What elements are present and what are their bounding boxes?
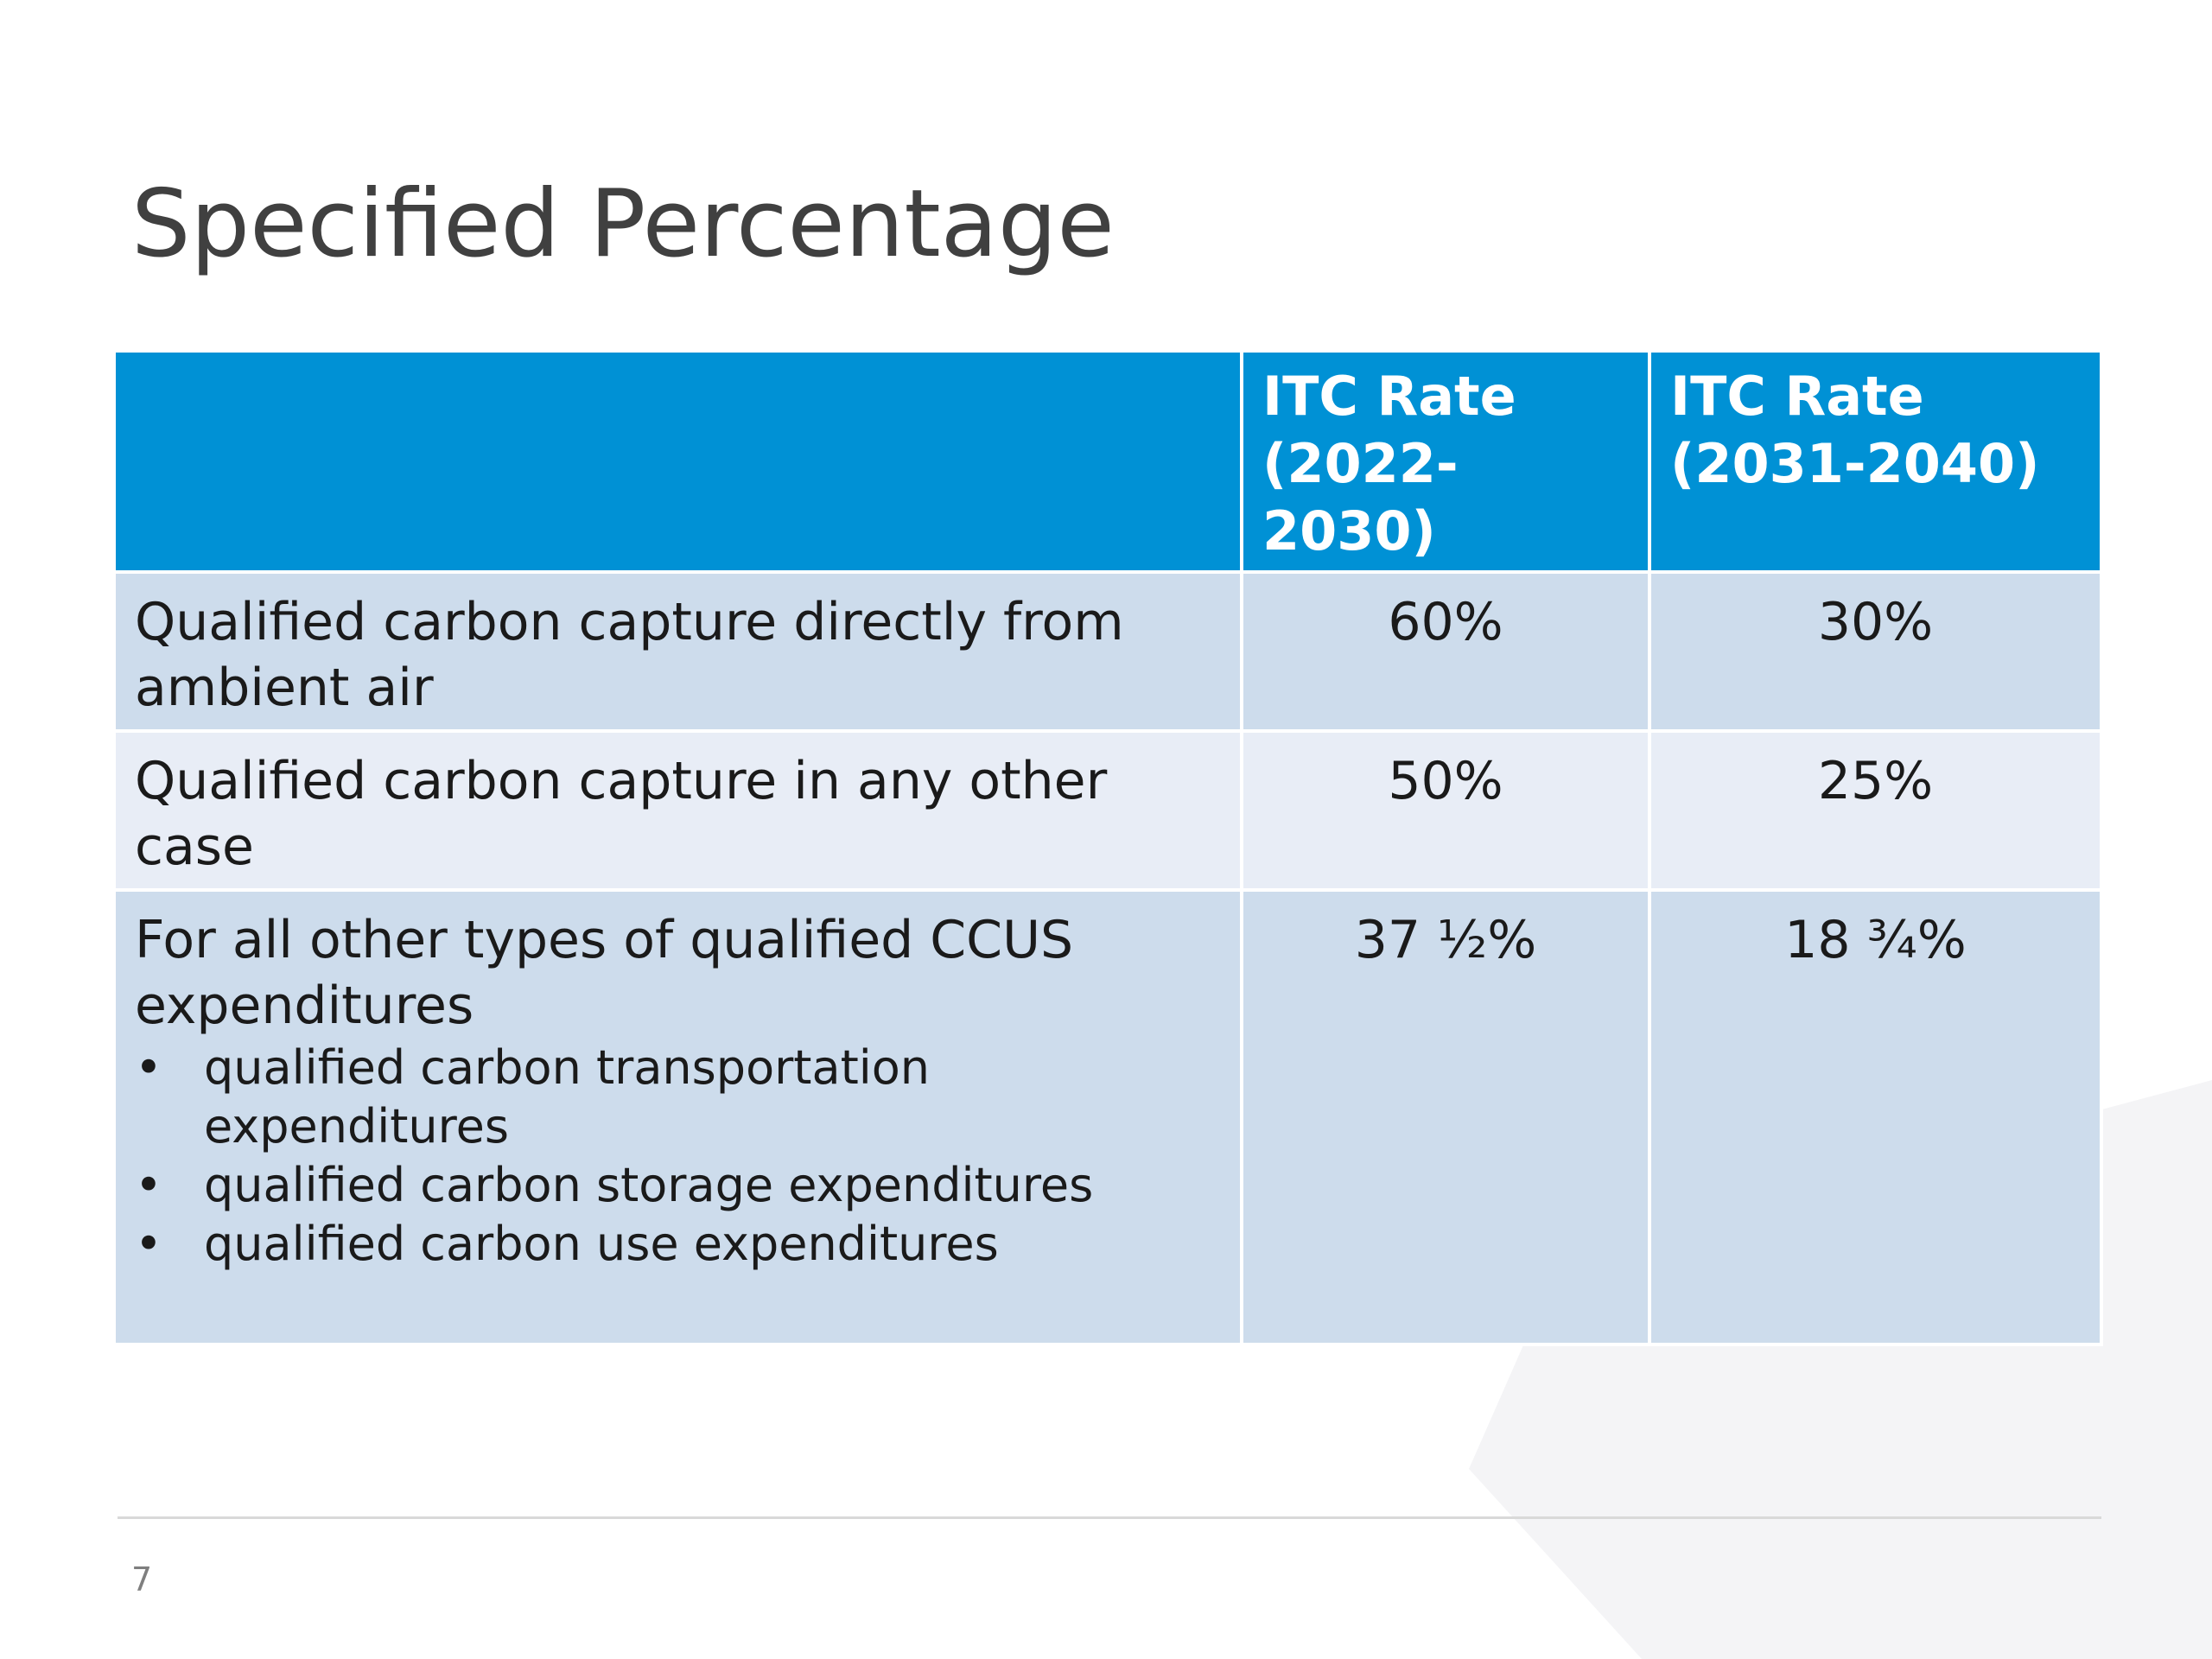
row-label: Qualified carbon capture directly from a…: [112, 570, 1243, 733]
row-label: For all other types of qualified CCUS ex…: [135, 910, 1074, 1036]
rate-2031-2040: 18 ¾%: [1648, 888, 2103, 1346]
table-row: Qualified carbon capture directly from a…: [112, 570, 2103, 733]
footer-divider: [118, 1516, 2101, 1519]
list-item: qualified carbon transportation expendit…: [135, 1039, 1221, 1156]
table-header-row: ITC Rate (2022-2030) ITC Rate (2031-2040…: [112, 349, 2103, 574]
rate-2031-2040: 30%: [1648, 570, 2103, 733]
header-empty: [112, 349, 1243, 574]
itc-rates-table: ITC Rate (2022-2030) ITC Rate (2031-2040…: [112, 349, 2103, 1346]
list-item: qualified carbon use expenditures: [135, 1215, 1221, 1274]
table-row: Qualified carbon capture in any other ca…: [112, 729, 2103, 892]
header-rate-2031-2040: ITC Rate (2031-2040): [1648, 349, 2103, 574]
list-item: qualified carbon storage expenditures: [135, 1156, 1221, 1215]
table-row: For all other types of qualified CCUS ex…: [112, 888, 2103, 1346]
rate-2022-2030: 60%: [1240, 570, 1651, 733]
expenditure-list: qualified carbon transportation expendit…: [135, 1039, 1221, 1274]
header-rate-2022-2030: ITC Rate (2022-2030): [1240, 349, 1651, 574]
rate-2022-2030: 37 ½%: [1240, 888, 1651, 1346]
row-label-cell: For all other types of qualified CCUS ex…: [112, 888, 1243, 1346]
page-number: 7: [131, 1560, 153, 1599]
slide-title: Specified Percentage: [131, 170, 1115, 278]
rates-table-container: ITC Rate (2022-2030) ITC Rate (2031-2040…: [112, 349, 2103, 1346]
rate-2031-2040: 25%: [1648, 729, 2103, 892]
row-label: Qualified carbon capture in any other ca…: [112, 729, 1243, 892]
rate-2022-2030: 50%: [1240, 729, 1651, 892]
